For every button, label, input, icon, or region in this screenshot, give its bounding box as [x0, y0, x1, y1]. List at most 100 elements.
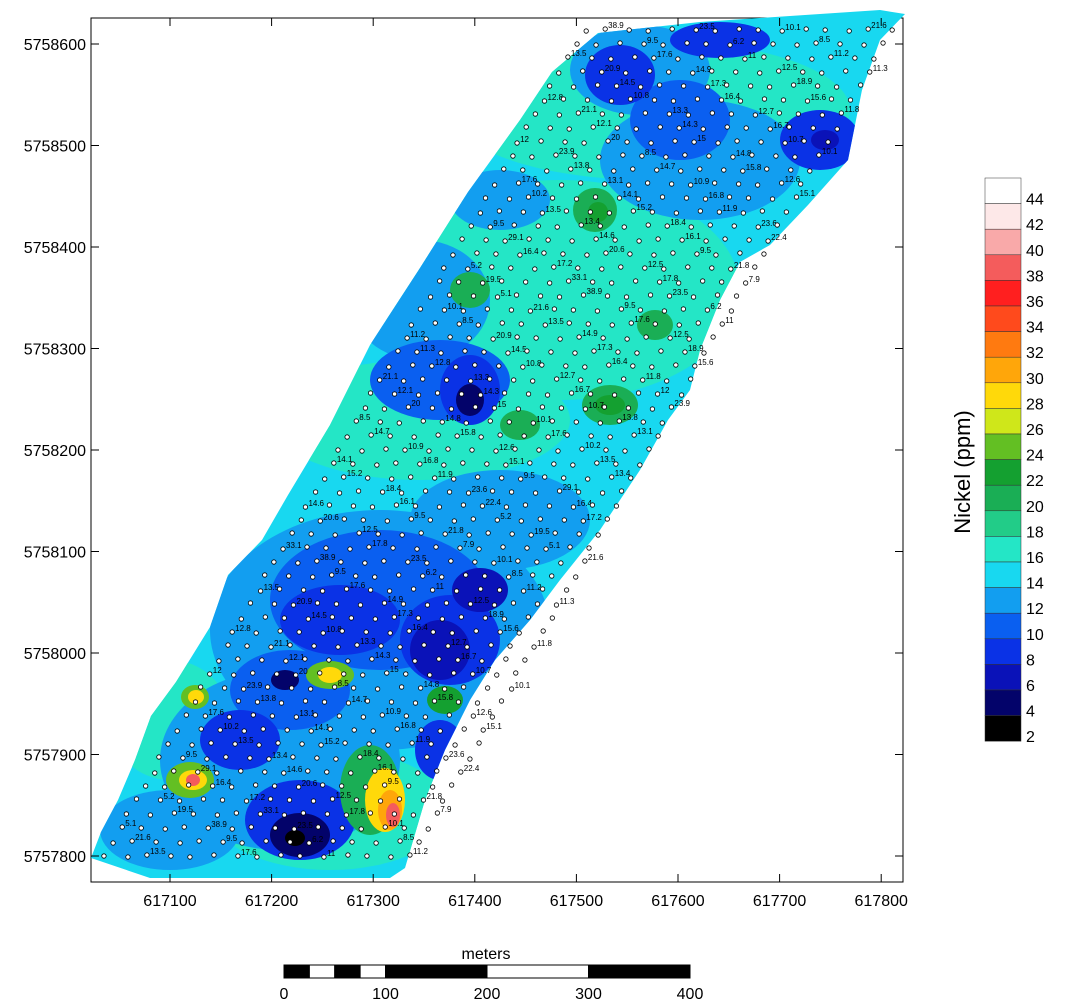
sample-point: [391, 769, 397, 775]
sample-point: [351, 685, 357, 691]
sample-point: [360, 672, 366, 678]
sample-point: [468, 378, 474, 384]
sample-point: [482, 195, 489, 201]
sample-point: [590, 124, 596, 130]
sample-point: [393, 502, 400, 508]
sample-point: [712, 180, 718, 186]
sample-value-label: 9.5: [335, 567, 347, 576]
sample-point: [663, 154, 669, 160]
sample-point: [443, 755, 449, 761]
sample-point: [661, 266, 667, 272]
sample-point: [566, 278, 572, 284]
sample-point: [367, 390, 374, 396]
sample-point: [435, 432, 441, 438]
sample-point: [315, 824, 321, 830]
sample-value-label: 12.6: [476, 708, 492, 717]
sample-point: [556, 70, 562, 76]
sample-value-label: 13.8: [260, 694, 276, 703]
y-tick-label: 5758000: [24, 646, 86, 663]
sample-point: [609, 474, 615, 480]
sample-point: [422, 714, 428, 720]
sample-point: [685, 112, 691, 118]
sample-point: [480, 280, 486, 286]
sample-point: [547, 83, 553, 89]
sample-point: [585, 321, 591, 327]
sample-point: [477, 392, 484, 398]
sample-point: [670, 250, 676, 256]
sample-point: [642, 110, 648, 116]
scale-bar-segment: [486, 964, 589, 979]
sample-point: [688, 376, 694, 382]
sample-point: [229, 629, 235, 635]
sample-point: [724, 124, 730, 130]
sample-point: [557, 336, 563, 342]
sample-point: [491, 560, 497, 566]
sample-value-label: 18.4: [363, 749, 379, 758]
sample-point: [803, 26, 809, 32]
sample-point: [189, 742, 195, 748]
sample-point: [393, 460, 399, 466]
sample-point: [560, 96, 567, 102]
sample-point: [417, 306, 423, 312]
sample-point: [614, 83, 620, 89]
sample-point: [506, 419, 512, 425]
sample-point: [513, 670, 519, 676]
sample-point: [540, 586, 546, 592]
sample-point: [701, 350, 707, 356]
y-tick-label: 5758600: [24, 37, 86, 54]
sample-point: [531, 644, 537, 650]
sample-point: [467, 601, 474, 607]
sample-point: [376, 755, 382, 761]
sample-point: [492, 182, 498, 188]
sample-point: [509, 686, 515, 692]
sample-value-label: 16.8: [400, 721, 416, 730]
legend-swatch: [984, 408, 1022, 435]
sample-point: [493, 251, 499, 257]
sample-point: [622, 448, 628, 454]
sample-value-label: 15.8: [746, 163, 762, 172]
sample-point: [613, 461, 619, 467]
sample-value-label: 33.1: [263, 806, 279, 815]
sample-point: [208, 740, 214, 746]
sample-point: [591, 348, 597, 354]
sample-point: [507, 643, 513, 649]
sample-point: [634, 350, 640, 356]
sample-point: [317, 670, 323, 676]
sample-point: [272, 783, 278, 789]
sample-point: [414, 546, 420, 552]
sample-value-label: 17.8: [372, 539, 388, 548]
sample-point: [226, 714, 232, 720]
sample-point: [589, 55, 595, 61]
sample-point: [639, 153, 645, 159]
sample-point: [532, 266, 538, 272]
sample-point: [415, 392, 422, 398]
sample-point: [442, 686, 448, 692]
sample-point: [478, 586, 484, 592]
sample-point: [569, 238, 575, 244]
sample-point: [599, 266, 605, 272]
sample-point: [822, 27, 828, 33]
sample-point: [187, 854, 193, 860]
sample-value-label: 8.5: [512, 569, 524, 578]
sample-point: [861, 42, 867, 48]
sample-point: [412, 700, 419, 706]
scale-bar-segments: [283, 964, 691, 979]
sample-point: [345, 658, 351, 664]
sample-point: [517, 252, 523, 258]
sample-point: [600, 335, 606, 341]
sample-value-label: 16.4: [612, 357, 628, 366]
legend-swatch: [984, 664, 1022, 691]
sample-point: [688, 182, 694, 188]
sample-point: [580, 292, 587, 298]
sample-value-label: 12.1: [289, 653, 305, 662]
y-tick-label: 5758400: [24, 240, 86, 257]
sample-value-label: 14.7: [351, 695, 367, 704]
sample-point: [657, 82, 663, 88]
sample-point: [668, 404, 675, 410]
sample-point: [383, 446, 389, 452]
sample-value-label: 6.2: [710, 302, 722, 311]
sample-value-label: 13.4: [584, 217, 600, 226]
sample-point: [430, 629, 436, 635]
sample-value-label: 15: [697, 134, 706, 143]
sample-point: [623, 70, 629, 76]
